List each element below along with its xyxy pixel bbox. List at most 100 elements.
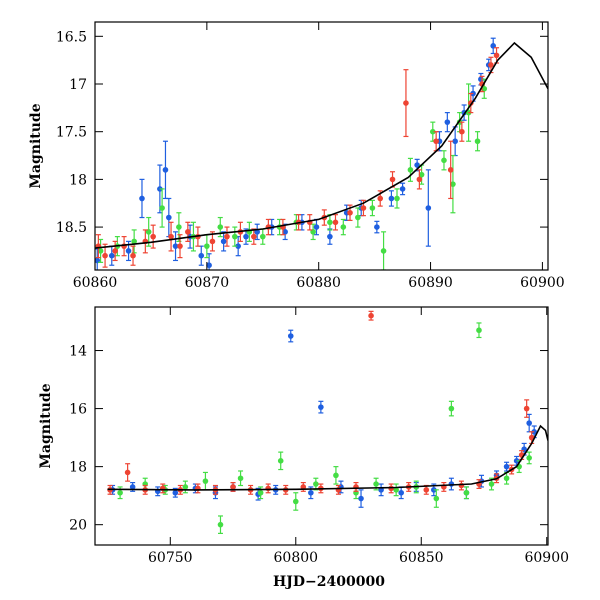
data-point-blue — [425, 205, 432, 211]
data-point-red — [102, 252, 108, 259]
top-panel: Magnitude 60860 60870 60880 60890 60900 16.5 1… — [28, 21, 565, 291]
data-point-green — [476, 327, 482, 334]
data-point-green — [159, 205, 165, 211]
data-point-green — [433, 495, 440, 502]
data-point-red — [458, 482, 465, 489]
data-point-red — [150, 233, 156, 240]
data-point-red — [416, 176, 423, 183]
data-point-red — [403, 100, 409, 106]
y-axis-label: Magnitude — [38, 383, 54, 468]
data-point-green — [355, 214, 361, 221]
data-point-red — [177, 243, 183, 249]
data-point-red — [209, 238, 216, 245]
data-point-red — [368, 312, 374, 319]
x-tick-label: 60890 — [408, 275, 453, 291]
y-tick-label: 14 — [69, 344, 87, 360]
data-point-blue — [125, 248, 132, 254]
data-point-blue — [313, 224, 320, 230]
x-tick-label: 60900 — [520, 275, 565, 291]
data-point-blue — [282, 229, 288, 235]
x-tick-label: 60870 — [185, 275, 230, 291]
y-tick-label: 17.5 — [56, 125, 87, 141]
x-tick-label: 60900 — [524, 550, 569, 566]
data-point-blue — [513, 458, 520, 464]
data-point-blue — [243, 233, 249, 240]
x-tick-label: 60800 — [274, 550, 319, 566]
data-point-green — [277, 458, 284, 464]
x-tick-label: 60750 — [148, 550, 193, 566]
data-point-green — [182, 484, 189, 490]
data-point-blue — [452, 138, 458, 145]
data-point-blue — [166, 214, 172, 221]
data-point-blue — [198, 252, 205, 259]
data-point-blue — [308, 489, 314, 496]
data-point-blue — [398, 489, 404, 496]
y-axis-label: Magnitude — [28, 103, 44, 188]
data-point-blue — [206, 262, 212, 269]
data-point-red — [251, 233, 257, 240]
x-tick-label: 60880 — [296, 275, 341, 291]
data-point-green — [237, 475, 244, 482]
data-point-blue — [172, 489, 179, 496]
bottom-panel: Magnitude HJD−2400000 60750 60800 60850 609… — [38, 306, 569, 590]
data-point-green — [380, 248, 387, 254]
data-point-blue — [108, 252, 115, 259]
data-point-green — [488, 481, 495, 487]
data-point-green — [463, 489, 470, 496]
data-point-blue — [531, 429, 537, 435]
data-point-green — [441, 157, 447, 164]
data-point-blue — [388, 195, 395, 202]
data-point-green — [257, 489, 264, 496]
data-point-green — [393, 487, 399, 493]
data-point-red — [124, 469, 131, 476]
data-point-green — [131, 238, 137, 245]
data-point-green — [503, 475, 510, 482]
data-point-green — [369, 205, 376, 211]
data-point-green — [418, 171, 425, 178]
data-point-green — [117, 489, 123, 496]
data-point-green — [394, 195, 400, 202]
data-point-green — [97, 248, 104, 254]
data-point-red — [332, 219, 339, 226]
x-tick-label: 60850 — [399, 550, 444, 566]
data-point-green — [448, 405, 455, 412]
y-tick-label: 18 — [69, 460, 87, 476]
data-point-green — [429, 128, 436, 135]
data-point-green — [217, 224, 224, 230]
data-point-green — [176, 224, 182, 230]
data-point-red — [433, 138, 439, 145]
data-point-red — [423, 487, 430, 493]
data-point-green — [313, 481, 319, 487]
data-point-blue — [139, 195, 145, 202]
data-point-green — [204, 243, 210, 249]
plot-area — [107, 310, 548, 534]
model-curve — [107, 424, 548, 491]
data-point-red — [168, 233, 174, 240]
data-point-blue — [129, 484, 136, 490]
data-point-red — [389, 176, 396, 183]
data-point-green — [407, 167, 414, 173]
y-tick-label: 16 — [69, 402, 87, 418]
data-point-blue — [503, 463, 510, 470]
data-point-green — [450, 181, 456, 187]
data-point-red — [265, 485, 271, 492]
data-point-red — [493, 52, 500, 59]
data-point-blue — [444, 119, 451, 125]
data-point-green — [217, 521, 224, 528]
data-point-green — [340, 224, 347, 230]
data-point-blue — [358, 495, 364, 502]
y-tick-label: 20 — [69, 518, 87, 534]
data-point-green — [373, 481, 379, 487]
data-point-blue — [220, 238, 227, 245]
data-point-blue — [431, 487, 437, 493]
y-tick-label: 18 — [69, 172, 87, 188]
data-point-red — [459, 128, 465, 135]
data-point-red — [347, 209, 353, 216]
plot-area — [95, 37, 548, 270]
data-point-green — [333, 472, 339, 479]
plot-frame — [94, 306, 549, 546]
data-point-red — [377, 195, 384, 202]
data-point-red — [447, 167, 454, 173]
data-point-blue — [327, 233, 333, 240]
